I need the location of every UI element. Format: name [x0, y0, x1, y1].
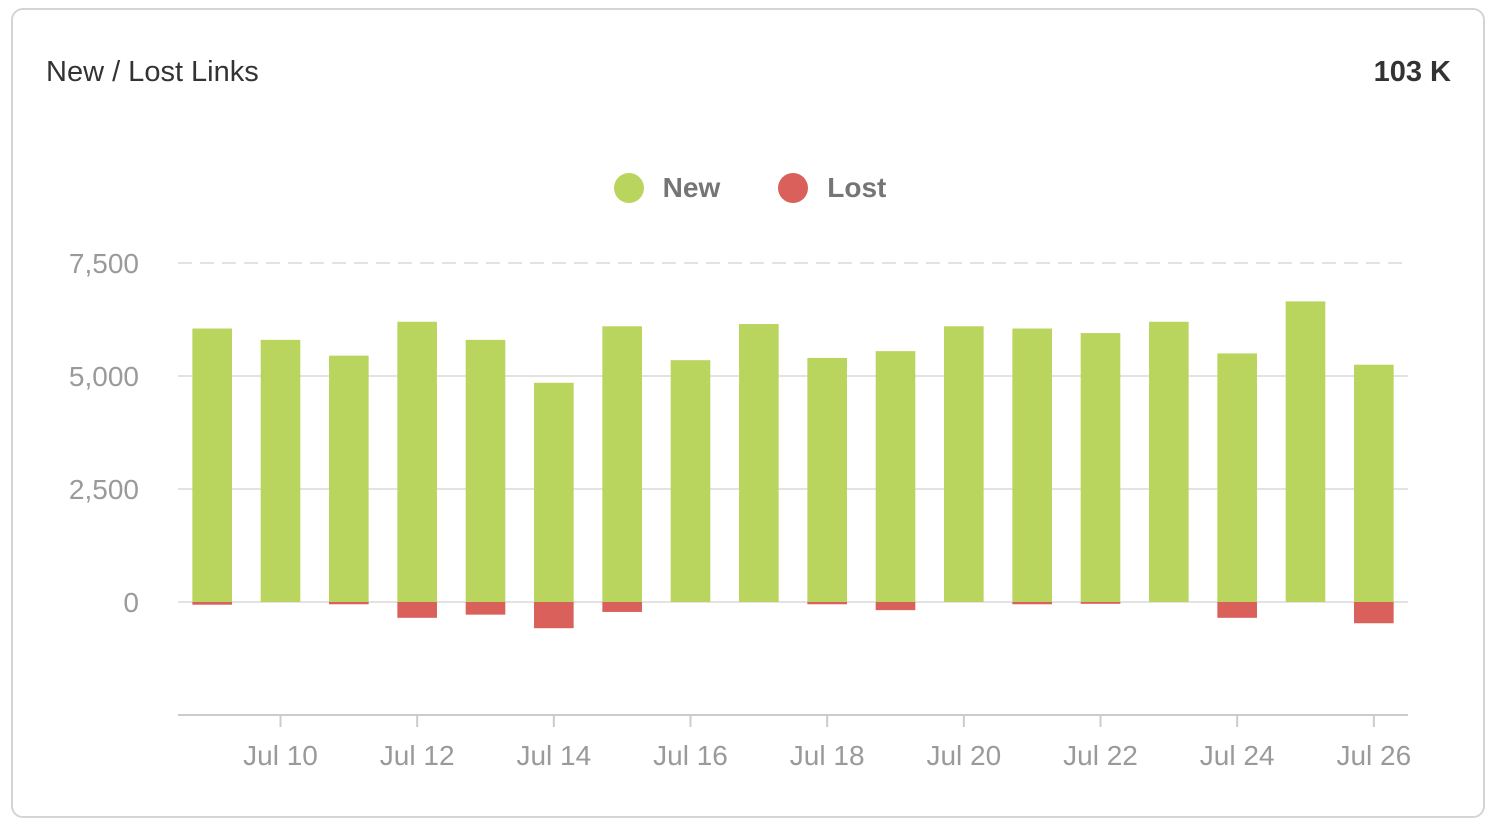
bar-new[interactable] — [944, 326, 984, 602]
legend-new-marker — [613, 173, 644, 203]
y-tick-label: 2,500 — [69, 474, 139, 505]
bar-lost[interactable] — [1080, 602, 1121, 604]
bar-chart: 7,500 5,000 2,500 0 Jul 10 Jul 12 Jul 14 Jul 16… — [69, 248, 1411, 771]
bar-new[interactable] — [1149, 321, 1189, 602]
bar-lost[interactable] — [534, 602, 574, 629]
bar-new[interactable] — [465, 339, 506, 602]
y-tick-label: 7,500 — [69, 248, 139, 279]
bar-new[interactable] — [260, 339, 301, 602]
bar-new[interactable] — [534, 382, 574, 602]
y-tick-label: 5,000 — [69, 361, 139, 392]
bar-new[interactable] — [1285, 301, 1326, 602]
bar-new[interactable] — [1012, 328, 1052, 602]
bar-new[interactable] — [1354, 364, 1394, 602]
bar-lost[interactable] — [1217, 602, 1257, 618]
bar-lost[interactable] — [1354, 602, 1394, 624]
bar-lost[interactable] — [807, 602, 847, 605]
bar-new[interactable] — [602, 326, 642, 602]
legend-lost-marker — [778, 173, 809, 203]
bar-lost[interactable] — [1012, 602, 1052, 605]
bar-lost[interactable] — [602, 602, 642, 612]
legend-new-label: New — [662, 172, 721, 203]
card-title: New / Lost Links — [46, 56, 259, 88]
bar-new[interactable] — [670, 360, 711, 602]
x-tick-label: Jul 10 — [243, 740, 318, 771]
x-tick-label: Jul 26 — [1336, 740, 1411, 771]
x-tick-label: Jul 14 — [516, 740, 591, 771]
legend-item-lost[interactable]: Lost — [778, 172, 886, 204]
x-tick-label: Jul 16 — [653, 740, 728, 771]
bar-lost[interactable] — [329, 602, 369, 605]
chart-legend: New Lost — [13, 172, 1487, 204]
bar-lost[interactable] — [465, 602, 506, 615]
y-tick-label: 0 — [123, 587, 139, 618]
new-lost-links-card: New / Lost Links 103 K New Lost 7,500 5,0… — [11, 8, 1485, 818]
x-tick-label: Jul 20 — [926, 740, 1001, 771]
bar-lost[interactable] — [875, 602, 916, 611]
bar-new[interactable] — [875, 351, 916, 602]
legend-item-new[interactable]: New — [613, 172, 721, 204]
bar-new[interactable] — [1217, 353, 1257, 602]
total-links-value: 103 K — [1373, 56, 1451, 88]
x-tick-label: Jul 18 — [790, 740, 865, 771]
bar-new[interactable] — [807, 357, 847, 602]
bar-new[interactable] — [397, 321, 437, 602]
bar-lost[interactable] — [397, 602, 437, 618]
legend-lost-label: Lost — [827, 172, 887, 203]
x-tick-label: Jul 24 — [1200, 740, 1275, 771]
x-tick-label: Jul 22 — [1063, 740, 1138, 771]
bar-lost[interactable] — [192, 602, 232, 605]
bar-new[interactable] — [1080, 333, 1121, 602]
x-tick-label: Jul 12 — [380, 740, 455, 771]
bar-new[interactable] — [329, 355, 369, 602]
bar-new[interactable] — [192, 328, 232, 602]
bar-new[interactable] — [739, 324, 779, 602]
